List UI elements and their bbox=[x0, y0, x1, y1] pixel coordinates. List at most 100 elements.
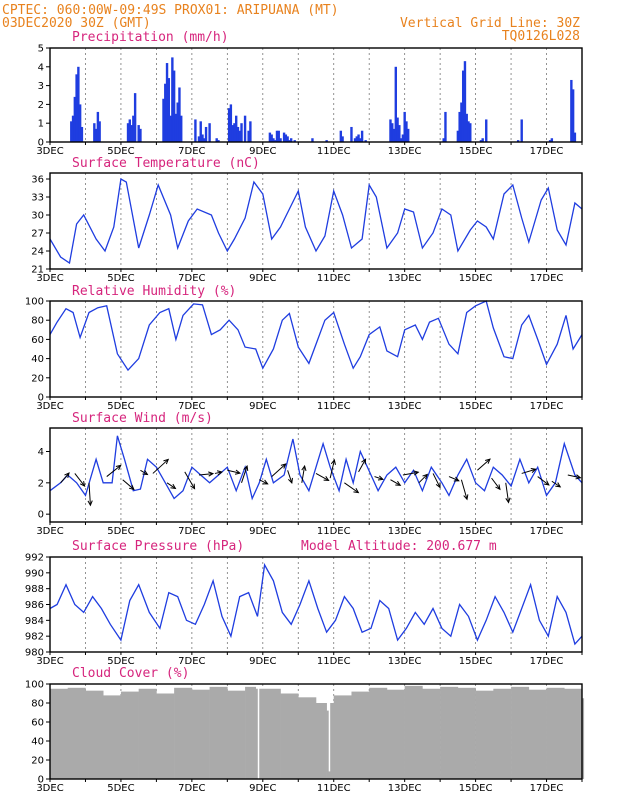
x-tick-label: 15DEC bbox=[459, 273, 493, 284]
x-tick-label: 3DEC bbox=[36, 783, 63, 794]
precip-bar bbox=[178, 87, 181, 142]
wind-arrow-head bbox=[262, 479, 269, 485]
precip-bar bbox=[229, 104, 233, 142]
precip-bar bbox=[215, 138, 218, 142]
precip-bar bbox=[176, 102, 179, 142]
cloud-bar bbox=[209, 686, 228, 779]
x-tick-label: 11DEC bbox=[317, 146, 351, 157]
y-tick-label: 0 bbox=[38, 138, 44, 149]
x-tick-label: 15DEC bbox=[459, 401, 493, 412]
wind-arrow bbox=[259, 479, 269, 485]
precip-bar bbox=[282, 132, 286, 142]
cloud-bar bbox=[386, 689, 405, 779]
precip-bar bbox=[231, 125, 234, 142]
wind-arrow-head bbox=[395, 480, 402, 486]
precip-bar bbox=[171, 57, 174, 142]
y-tick-label: 21 bbox=[31, 265, 44, 276]
precip-bar bbox=[364, 140, 367, 142]
precip-bar bbox=[169, 115, 172, 142]
precip-bar bbox=[391, 123, 394, 142]
cloud-bar bbox=[440, 686, 459, 779]
wind-arrow bbox=[315, 472, 330, 481]
precip-bar bbox=[78, 104, 82, 142]
panel-title: Precipitation (mm/h) bbox=[72, 30, 229, 45]
wind-arrow bbox=[241, 464, 249, 483]
x-tick-label: 11DEC bbox=[317, 401, 351, 412]
precip-bar bbox=[162, 98, 165, 142]
panel-title: Cloud Cover (%) bbox=[72, 666, 189, 681]
y-tick-label: 984 bbox=[25, 616, 44, 627]
wind-arrow-shaft bbox=[551, 480, 561, 488]
x-tick-label: 15DEC bbox=[459, 146, 493, 157]
precip-bar bbox=[520, 119, 523, 142]
wind-arrow-head bbox=[208, 471, 215, 477]
x-tick-label: 3DEC bbox=[36, 146, 63, 157]
y-tick-label: 20 bbox=[31, 373, 44, 384]
wind-arrow-shaft bbox=[358, 459, 366, 473]
precip-bar bbox=[130, 125, 133, 142]
cloud-bar bbox=[546, 687, 565, 779]
x-tick-label: 3DEC bbox=[36, 401, 63, 412]
wind-arrow-shaft bbox=[287, 470, 293, 484]
wind-arrow-shaft bbox=[301, 465, 306, 483]
precip-bar bbox=[180, 115, 183, 142]
y-tick-label: 100 bbox=[25, 297, 44, 308]
precip-bar bbox=[284, 134, 288, 142]
cloud-bar bbox=[85, 690, 104, 779]
wind-line bbox=[49, 435, 583, 501]
wind-arrow-shaft bbox=[74, 473, 86, 487]
x-tick-label: 3DEC bbox=[36, 656, 63, 667]
y-tick-label: 992 bbox=[25, 553, 44, 564]
precip-bar bbox=[357, 134, 360, 142]
precip-bar bbox=[165, 63, 169, 142]
wind-arrow-head bbox=[505, 497, 511, 504]
precip-bar bbox=[403, 111, 406, 142]
precip-bar bbox=[268, 132, 272, 142]
wind-arrow bbox=[271, 463, 287, 477]
precip-bar bbox=[463, 61, 467, 142]
precip-bar bbox=[355, 136, 358, 142]
wind-arrow bbox=[166, 482, 177, 490]
precip-bar bbox=[353, 138, 357, 142]
precip-bar bbox=[341, 136, 344, 142]
wind-arrow bbox=[60, 472, 70, 484]
precip-bar bbox=[286, 136, 289, 142]
y-tick-label: 3 bbox=[38, 81, 44, 92]
y-tick-label: 0 bbox=[38, 393, 44, 404]
wind-arrow-shaft bbox=[122, 479, 135, 490]
wind-arrow-head bbox=[170, 483, 177, 490]
precip-bar bbox=[270, 134, 273, 142]
precip-bar bbox=[243, 115, 247, 142]
y-tick-label: 40 bbox=[31, 737, 44, 748]
x-tick-label: 11DEC bbox=[317, 783, 351, 794]
precip-bar bbox=[71, 115, 75, 142]
x-tick-label: 9DEC bbox=[249, 146, 276, 157]
x-tick-label: 3DEC bbox=[36, 273, 63, 284]
wind-arrow-shaft bbox=[259, 479, 268, 485]
precip-bar bbox=[460, 102, 463, 142]
cloud-bar bbox=[227, 690, 246, 779]
precip-bar bbox=[70, 121, 73, 142]
wind-arrow-shaft bbox=[390, 479, 401, 486]
y-tick-label: 80 bbox=[31, 699, 44, 710]
wind-arrow bbox=[184, 471, 196, 490]
precip-bar bbox=[548, 140, 552, 142]
y-tick-label: 30 bbox=[31, 211, 44, 222]
wind-arrow bbox=[344, 482, 360, 494]
cloud-bar bbox=[245, 686, 257, 779]
cloud-bar bbox=[328, 771, 331, 779]
y-tick-label: 1 bbox=[38, 119, 44, 130]
precip-bar bbox=[126, 123, 130, 142]
x-tick-label: 7DEC bbox=[178, 783, 205, 794]
wind-arrow-shaft bbox=[152, 459, 169, 474]
x-tick-label: 15DEC bbox=[459, 656, 493, 667]
cloud-bar bbox=[156, 693, 175, 779]
precip-bar bbox=[573, 132, 577, 142]
precip-bar bbox=[204, 126, 208, 142]
precip-bar bbox=[80, 126, 84, 142]
y-tick-label: 2 bbox=[38, 100, 44, 111]
y-tick-label: 60 bbox=[31, 718, 44, 729]
panel-precip: 0 1 2 3 4 5 3DEC 5DEC 7DEC 9DEC 11DEC 13DEC 15DEC 17D… bbox=[36, 30, 583, 157]
precip-bar bbox=[394, 66, 397, 142]
wind-arrow-head bbox=[543, 480, 550, 486]
